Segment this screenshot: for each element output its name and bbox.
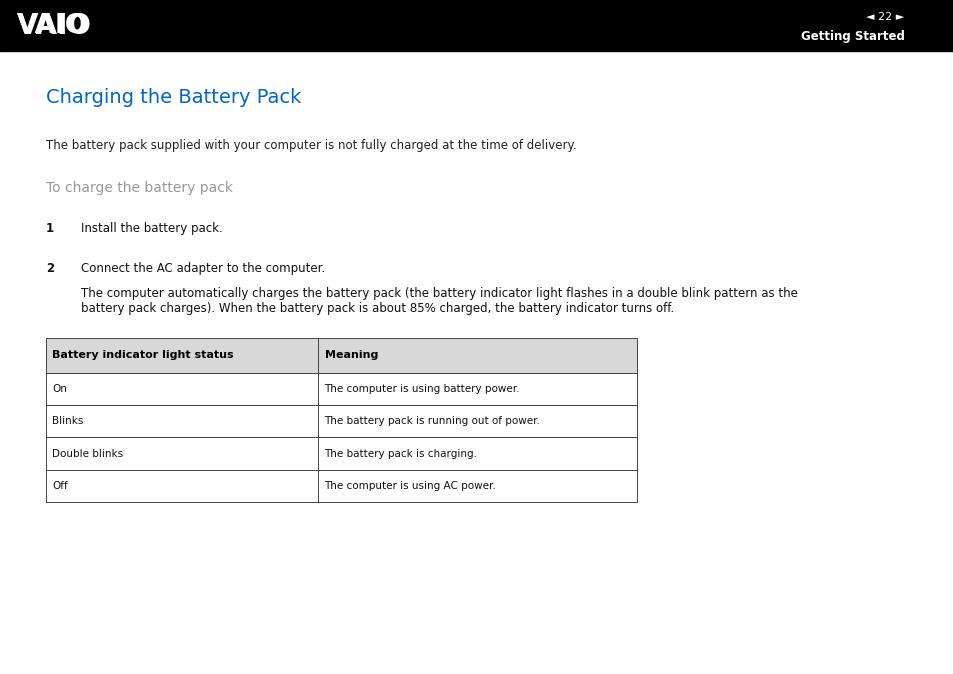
Text: VAIO: VAIO xyxy=(17,11,91,40)
Text: Connect the AC adapter to the computer.: Connect the AC adapter to the computer. xyxy=(81,262,325,274)
Text: Blinks: Blinks xyxy=(52,417,84,426)
Text: The computer automatically charges the battery pack (the battery indicator light: The computer automatically charges the b… xyxy=(81,287,797,315)
Text: Getting Started: Getting Started xyxy=(800,30,903,43)
Text: To charge the battery pack: To charge the battery pack xyxy=(46,181,233,195)
Text: Off: Off xyxy=(52,481,69,491)
Text: ◄ 22 ►: ◄ 22 ► xyxy=(865,12,903,22)
Text: Double blinks: Double blinks xyxy=(52,449,124,458)
Text: On: On xyxy=(52,384,68,394)
Text: The battery pack supplied with your computer is not fully charged at the time of: The battery pack supplied with your comp… xyxy=(46,139,576,152)
Text: Install the battery pack.: Install the battery pack. xyxy=(81,222,223,235)
Bar xyxy=(46,470,637,502)
Bar xyxy=(46,405,637,437)
Bar xyxy=(0,0,953,51)
Bar xyxy=(46,373,637,405)
Text: Charging the Battery Pack: Charging the Battery Pack xyxy=(46,88,301,107)
Text: VAIO: VAIO xyxy=(17,13,89,38)
Text: 2: 2 xyxy=(46,262,54,274)
Text: Meaning: Meaning xyxy=(324,350,377,360)
Text: 1: 1 xyxy=(46,222,54,235)
Text: ✓AIO: ✓AIO xyxy=(17,16,80,36)
Text: The computer is using AC power.: The computer is using AC power. xyxy=(324,481,496,491)
Text: The computer is using battery power.: The computer is using battery power. xyxy=(324,384,519,394)
Text: The battery pack is running out of power.: The battery pack is running out of power… xyxy=(324,417,539,426)
Text: Battery indicator light status: Battery indicator light status xyxy=(52,350,233,360)
Bar xyxy=(46,437,637,470)
Text: The battery pack is charging.: The battery pack is charging. xyxy=(324,449,477,458)
Bar xyxy=(46,338,637,373)
